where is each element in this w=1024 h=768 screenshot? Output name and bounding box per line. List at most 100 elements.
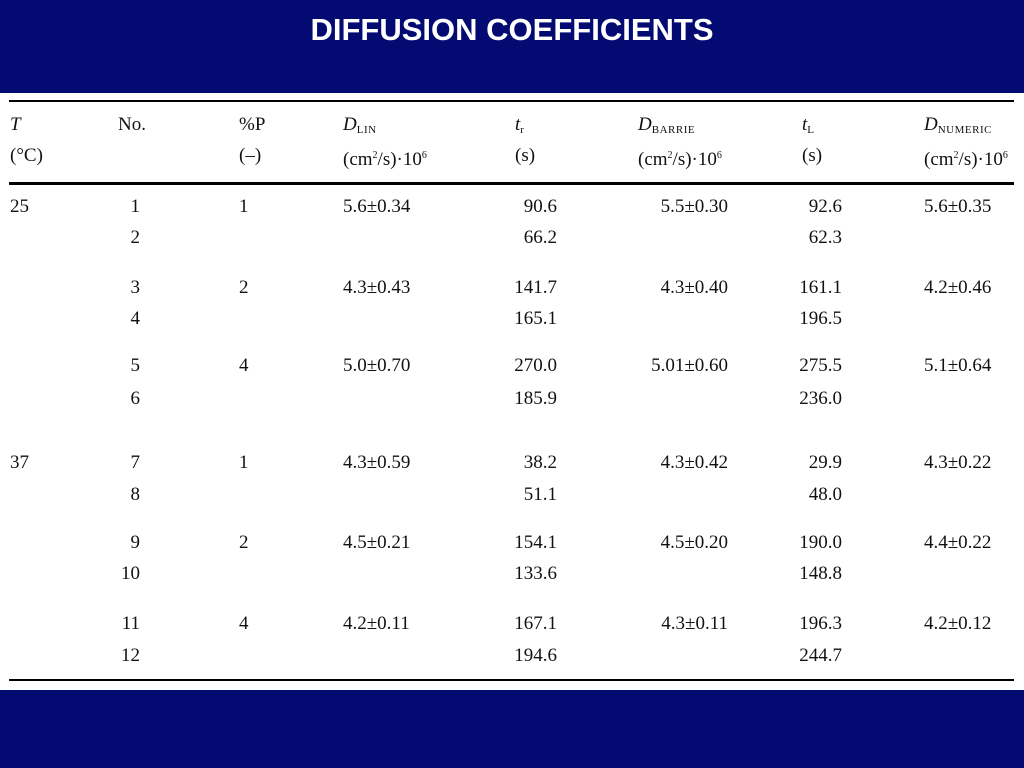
cell-no: 3: [130, 277, 141, 298]
unit-exp: 6: [716, 150, 722, 161]
cell-d-lin: 4.2±0.11: [343, 613, 410, 634]
cell-d-numeric: 4.3±0.22: [924, 452, 992, 473]
cell-t-l: 244.7: [799, 645, 842, 666]
cell-t-r: 165.1: [514, 308, 557, 329]
cell-d-barrie: 5.5±0.30: [660, 196, 728, 217]
cell-t-r: 185.9: [514, 388, 557, 409]
header-no: No.: [118, 114, 146, 135]
cell-pctP: 4: [239, 355, 249, 376]
header-t-l-symbol: t: [802, 114, 808, 135]
cell-t-r: 141.7: [514, 277, 557, 298]
cell-t-r: 90.6: [523, 196, 557, 217]
cell-d-barrie: 4.3±0.40: [660, 277, 728, 298]
unit-exp: 2: [953, 150, 959, 161]
cell-t-r: 38.2: [523, 452, 557, 473]
cell-t-l: 62.3: [808, 227, 842, 248]
cell-t-l: 275.5: [799, 355, 842, 376]
cell-d-numeric: 5.1±0.64: [924, 355, 992, 376]
cell-pctP: 1: [239, 196, 249, 217]
cell-no: 6: [130, 388, 141, 409]
cell-no: 12: [121, 645, 140, 666]
cell-t-l: 196.3: [799, 613, 842, 634]
cell-t-l: 29.9: [808, 452, 842, 473]
cell-t-r: 51.1: [523, 484, 557, 505]
cell-t-r: 133.6: [514, 563, 557, 584]
header-t-r: tr: [515, 114, 524, 141]
unit-exp: 2: [667, 150, 673, 161]
header-pctP: %P: [239, 114, 266, 135]
header-t-l-unit: (s): [802, 145, 823, 166]
cell-t-l: 196.5: [799, 308, 842, 329]
cell-d-numeric: 4.2±0.12: [924, 613, 992, 634]
header-d-barrie-symbol: D: [638, 114, 652, 135]
cell-t-r: 66.2: [523, 227, 557, 248]
cell-no: 10: [121, 563, 140, 584]
cell-no: 2: [130, 227, 141, 248]
footer-band: [0, 690, 1024, 768]
cell-t-l: 148.8: [799, 563, 842, 584]
header-d-lin-unit: (cm2/s)·106: [343, 145, 427, 171]
header-d-lin: DLIN: [343, 114, 377, 141]
cell-t-l: 48.0: [808, 484, 842, 505]
header-d-barrie: DBARRIE: [638, 114, 695, 141]
cell-pctP: 4: [239, 613, 249, 634]
header-d-numeric-subscript: NUMERIC: [937, 124, 992, 136]
header-t-l-subscript: L: [807, 124, 815, 136]
cell-d-barrie: 4.3±0.42: [660, 452, 728, 473]
cell-pctP: 1: [239, 452, 249, 473]
cell-no: 9: [130, 532, 141, 553]
cell-d-barrie: 5.01±0.60: [651, 355, 728, 376]
cell-t-l: 161.1: [799, 277, 842, 298]
unit-exp: 2: [372, 150, 378, 161]
header-d-numeric-symbol: D: [924, 114, 938, 135]
cell-d-lin: 4.5±0.21: [343, 532, 411, 553]
cell-T: 37: [10, 452, 29, 473]
header-T-unit: (°C): [10, 145, 43, 166]
cell-d-lin: 5.6±0.34: [343, 196, 411, 217]
title-band: [0, 0, 1024, 93]
header-t-r-subscript: r: [520, 124, 525, 136]
header-d-lin-symbol: D: [343, 114, 357, 135]
header-d-barrie-unit: (cm2/s)·106: [638, 145, 722, 171]
header-T-symbol: T: [10, 114, 21, 135]
table-top-rule: [9, 100, 1014, 102]
cell-t-r: 270.0: [514, 355, 557, 376]
unit-part: (cm: [924, 149, 954, 170]
header-pctP-unit: (–): [239, 145, 262, 166]
cell-d-barrie: 4.5±0.20: [660, 532, 728, 553]
header-d-lin-subscript: LIN: [356, 124, 377, 136]
cell-no: 1: [130, 196, 141, 217]
cell-d-lin: 4.3±0.59: [343, 452, 411, 473]
cell-t-r: 167.1: [514, 613, 557, 634]
cell-t-r: 154.1: [514, 532, 557, 553]
table-header-rule: [9, 182, 1014, 185]
cell-t-l: 190.0: [799, 532, 842, 553]
unit-part: (cm: [638, 149, 668, 170]
cell-no: 5: [130, 355, 141, 376]
cell-no: 7: [130, 452, 141, 473]
unit-exp: 6: [1002, 150, 1008, 161]
header-d-numeric-unit: (cm2/s)·106: [924, 145, 1008, 171]
unit-part: /s)·10: [958, 149, 1003, 170]
cell-d-numeric: 4.2±0.46: [924, 277, 992, 298]
table-bottom-rule: [9, 679, 1014, 681]
cell-d-numeric: 4.4±0.22: [924, 532, 992, 553]
cell-t-l: 236.0: [799, 388, 842, 409]
slide-title: DIFFUSION COEFFICIENTS: [310, 12, 714, 47]
cell-t-r: 194.6: [514, 645, 557, 666]
cell-pctP: 2: [239, 277, 249, 298]
header-t-r-unit: (s): [515, 145, 536, 166]
cell-T: 25: [10, 196, 29, 217]
cell-d-lin: 5.0±0.70: [343, 355, 411, 376]
unit-part: /s)·10: [672, 149, 717, 170]
header-t-l: tL: [802, 114, 815, 141]
cell-no: 11: [121, 613, 140, 634]
unit-exp: 6: [421, 150, 427, 161]
cell-t-l: 92.6: [808, 196, 842, 217]
cell-pctP: 2: [239, 532, 249, 553]
cell-no: 4: [130, 308, 141, 329]
cell-no: 8: [130, 484, 141, 505]
unit-part: (cm: [343, 149, 373, 170]
cell-d-lin: 4.3±0.43: [343, 277, 411, 298]
header-d-barrie-subscript: BARRIE: [651, 124, 696, 136]
